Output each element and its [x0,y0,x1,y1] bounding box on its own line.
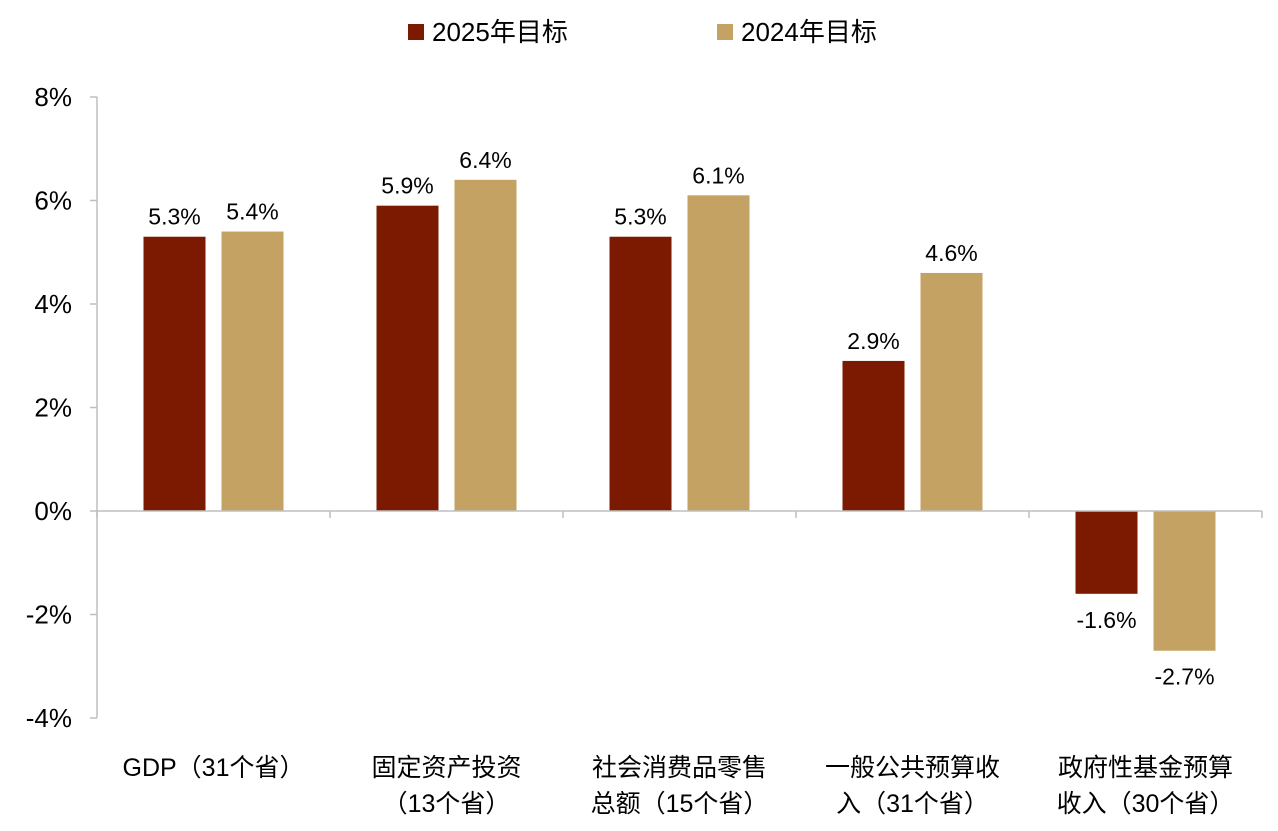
data-label: 4.6% [925,240,977,266]
data-label: -1.6% [1076,607,1136,633]
y-tick-label: 8% [34,82,72,112]
category-label: 社会消费品零售总额（15个省） [591,754,769,818]
legend-label: 2024年目标 [741,17,877,47]
y-tick-label: 2% [34,393,72,423]
bar-series1-cat4 [842,360,905,511]
y-tick-label: 4% [34,289,72,319]
y-axis: 8% 6% 4% 2% 0% -2% -4% [26,82,98,733]
bar-series2-cat5 [1153,511,1216,651]
y-tick-label: 0% [34,496,72,526]
bar-series1-cat1 [143,236,206,511]
data-label: 6.1% [692,162,744,188]
category-label: 一般公共预算收入（31个省） [825,754,1000,818]
data-label: 6.4% [459,147,511,173]
bar-series1-cat3 [609,236,672,511]
category-label: 固定资产投资 （13个省） [371,754,521,818]
category-label-line: 固定资产投资 [371,754,521,782]
legend-swatch [408,24,424,40]
bar-series-group [143,179,1216,651]
bar-series1-cat5 [1075,511,1138,594]
x-axis [96,510,1263,518]
data-label: 5.3% [614,204,666,230]
category-label: 政府性基金预算收入（30个省） [1057,754,1235,818]
category-label-line: 政府性基金预算 [1058,754,1233,782]
category-label: GDP（31个省） [123,754,305,782]
category-label-line: 社会消费品零售 [592,754,767,782]
data-label: -2.7% [1154,664,1214,690]
bar-series2-cat3 [687,195,750,511]
category-label-line: （13个省） [383,790,511,818]
legend-item-2: 2024年目标 [717,17,877,47]
data-labels-group: 5.3% 5.4% 5.9% 6.4% 5.3% 6.1% 2.9% 4.6% -1.6% -2.… [148,147,1214,690]
bar-series2-cat4 [920,272,983,511]
data-label: 2.9% [847,328,899,354]
data-label: 5.3% [148,204,200,230]
bar-series2-cat1 [221,231,284,512]
y-tick-label: -4% [26,703,72,733]
category-label-line: 入（31个省） [836,790,989,818]
bar-series1-cat2 [376,205,439,512]
legend-swatch [717,24,733,40]
bar-series2-cat2 [454,179,517,512]
category-label-line: 一般公共预算收 [825,754,1000,782]
data-label: 5.9% [381,173,433,199]
category-label-line: GDP（31个省） [123,754,305,782]
y-tick-label: -2% [26,600,72,630]
data-label: 5.4% [226,199,278,225]
category-label-line: 收入（30个省） [1057,790,1235,818]
category-labels-group: GDP（31个省） 固定资产投资 （13个省） 社会消费品零售总额（15个省） 一般公共… [123,754,1235,818]
category-label-line: 总额（15个省） [591,790,769,818]
legend-label: 2025年目标 [432,17,568,47]
legend-item-1: 2025年目标 [408,17,568,47]
y-tick-label: 6% [34,186,72,216]
chart-legend: 2025年目标 2024年目标 [408,17,877,47]
